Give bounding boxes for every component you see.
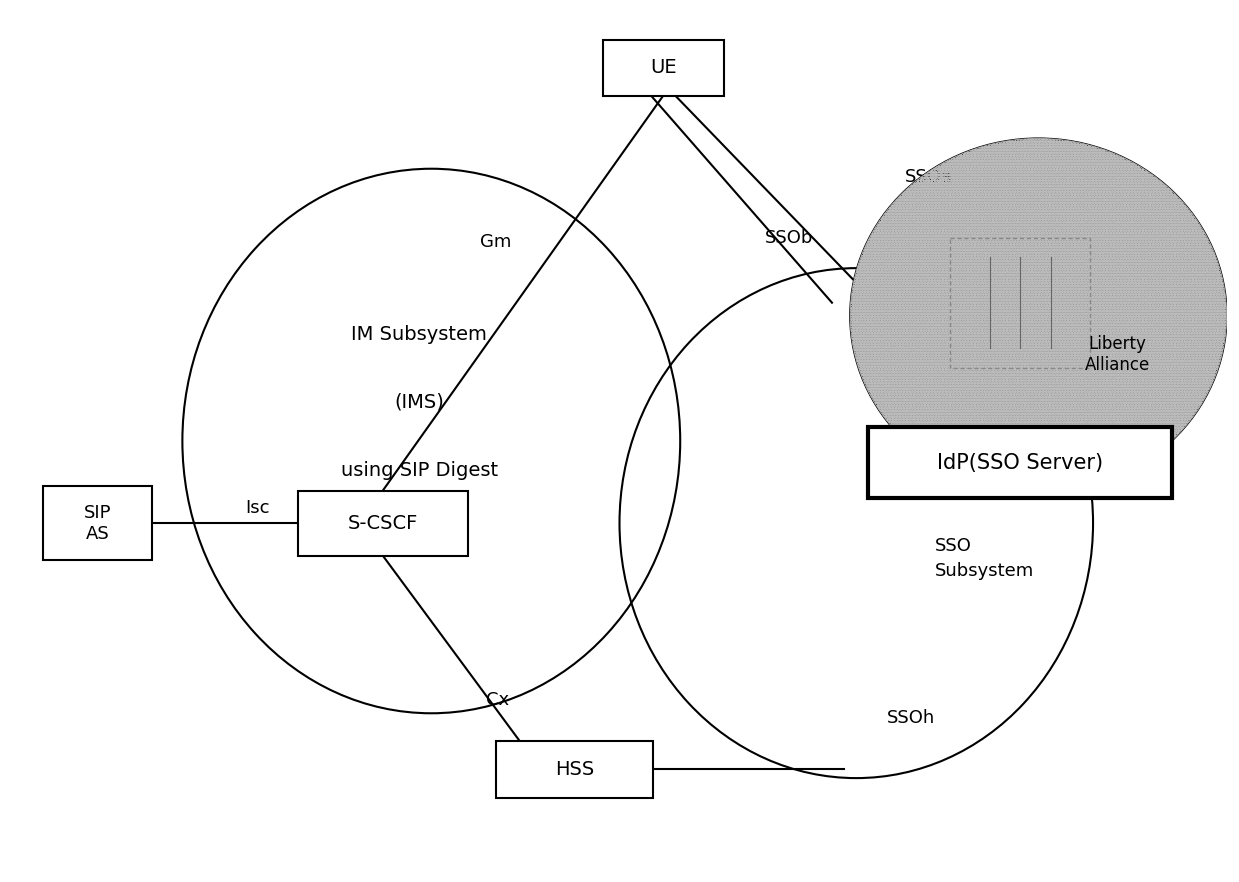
Text: Cx: Cx — [486, 691, 509, 709]
Text: IdP(SSO Server): IdP(SSO Server) — [937, 452, 1103, 473]
Text: SSOh: SSOh — [887, 708, 935, 727]
Bar — [42, 486, 152, 560]
Text: IM Subsystem

(IMS)

using SIP Digest: IM Subsystem (IMS) using SIP Digest — [341, 325, 498, 480]
Text: HSS: HSS — [555, 760, 595, 779]
Bar — [602, 40, 724, 95]
Text: SIP
AS: SIP AS — [84, 504, 112, 542]
Bar — [950, 238, 1090, 368]
Bar — [496, 742, 653, 797]
Text: UE: UE — [650, 58, 676, 77]
Bar — [869, 427, 1172, 498]
Text: Liberty
Alliance: Liberty Alliance — [1084, 335, 1150, 374]
Text: S-CSCF: S-CSCF — [348, 513, 418, 533]
Ellipse shape — [850, 138, 1227, 493]
Text: Isc: Isc — [245, 499, 270, 518]
Text: SSO: SSO — [935, 537, 973, 556]
Bar — [297, 490, 467, 556]
Text: SSOb: SSOb — [766, 228, 814, 247]
Text: Gm: Gm — [479, 233, 512, 251]
Text: SSOa: SSOa — [904, 168, 953, 186]
Text: Subsystem: Subsystem — [935, 562, 1035, 579]
